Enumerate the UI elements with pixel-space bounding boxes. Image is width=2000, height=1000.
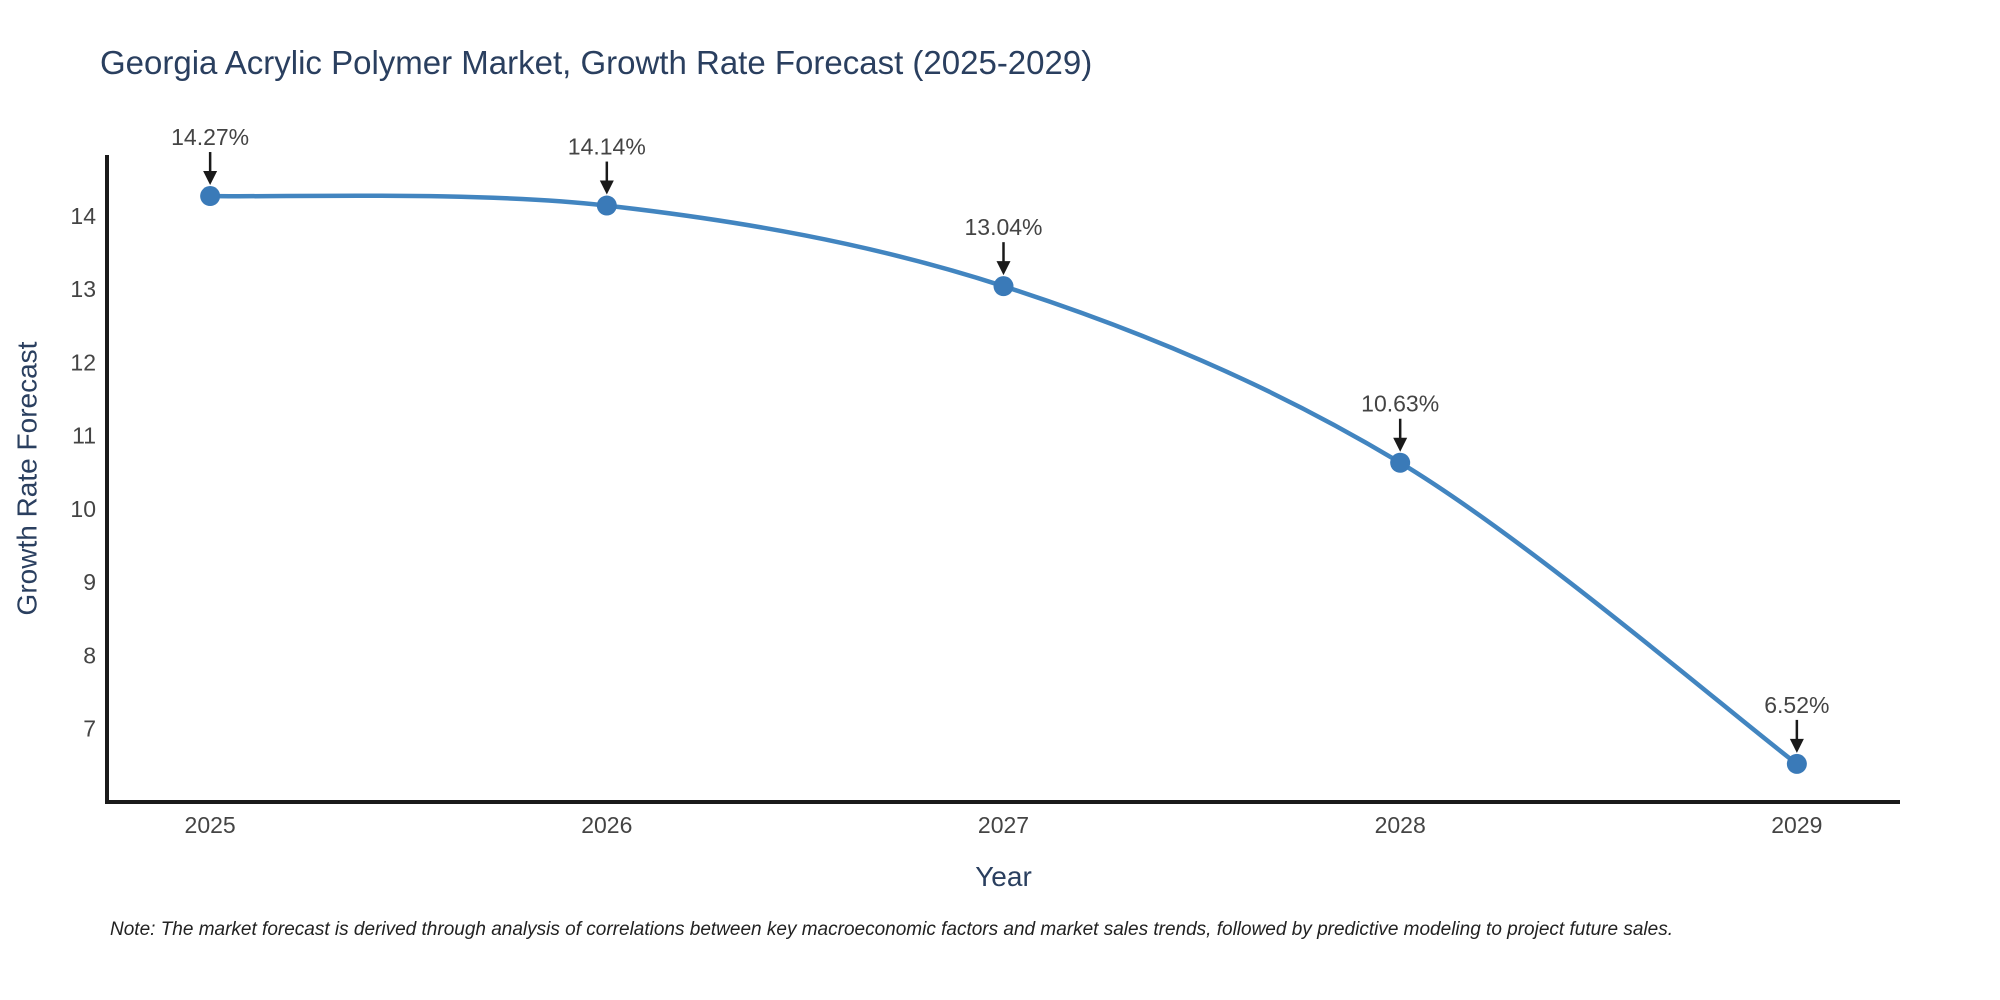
y-tick-label: 8: [83, 642, 96, 668]
annotation-arrowhead: [996, 261, 1011, 276]
y-tick-label: 14: [70, 203, 96, 229]
y-tick-label: 7: [83, 716, 96, 742]
annotation-arrowhead: [203, 171, 218, 186]
x-axis-title: Year: [975, 861, 1032, 892]
annotation-arrowhead: [599, 180, 614, 195]
annotation-arrowhead: [1393, 437, 1408, 452]
x-tick-label: 2029: [1771, 812, 1822, 838]
data-point-marker-2026[interactable]: [596, 195, 617, 216]
chart-title: Georgia Acrylic Polymer Market, Growth R…: [100, 44, 1093, 81]
x-tick-label: 2026: [581, 812, 632, 838]
data-point-marker-2025[interactable]: [200, 186, 221, 207]
chart-footnote: Note: The market forecast is derived thr…: [110, 919, 1673, 940]
annotation-label: 10.63%: [1361, 391, 1439, 417]
data-point-marker-2028[interactable]: [1390, 452, 1411, 473]
annotation-label: 13.04%: [964, 214, 1042, 240]
data-point-marker-2027[interactable]: [993, 276, 1014, 297]
data-point-marker-2029[interactable]: [1786, 753, 1807, 774]
annotation-label: 14.14%: [568, 134, 646, 160]
annotation-arrowhead: [1789, 738, 1804, 753]
y-axis-title: Growth Rate Forecast: [12, 341, 43, 615]
annotation-label: 14.27%: [171, 124, 249, 150]
y-tick-label: 10: [70, 496, 96, 522]
forecast-line: [207, 193, 1800, 767]
x-tick-label: 2027: [978, 812, 1029, 838]
y-tick-label: 9: [83, 569, 96, 595]
y-tick-label: 13: [70, 276, 96, 302]
annotation-label: 6.52%: [1764, 692, 1829, 718]
x-tick-label: 2028: [1375, 812, 1426, 838]
y-tick-label: 11: [72, 423, 96, 449]
x-tick-label: 2025: [185, 812, 236, 838]
y-tick-label: 12: [70, 349, 96, 375]
